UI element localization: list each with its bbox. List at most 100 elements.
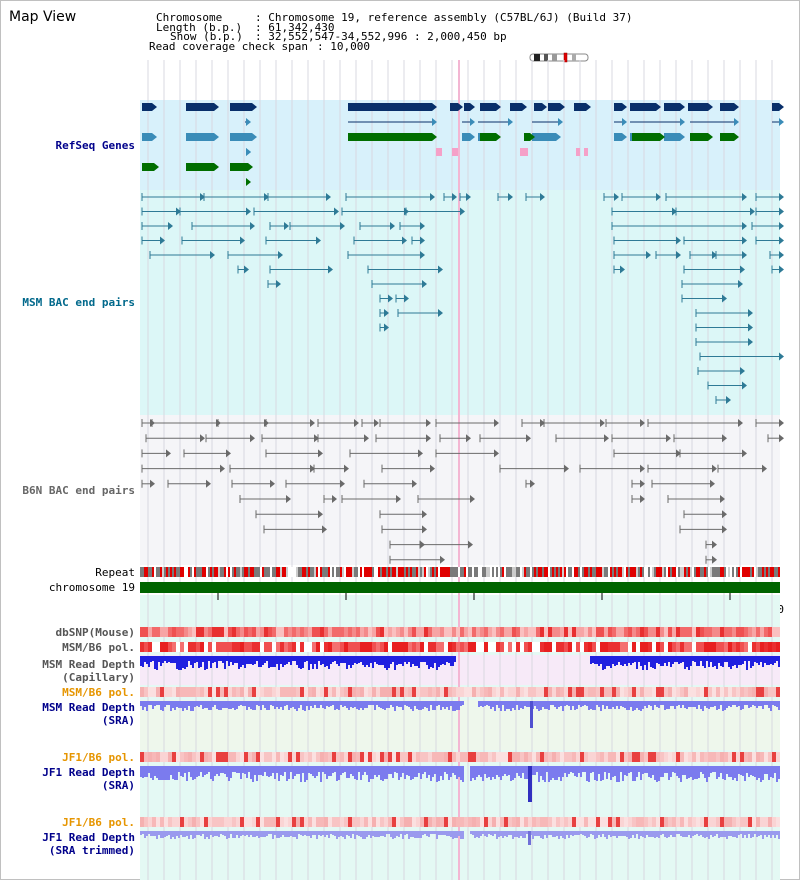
read-depth-bar xyxy=(160,656,162,666)
read-depth-bar xyxy=(310,656,312,664)
bac-end-arrow xyxy=(340,222,345,230)
read-depth-bar xyxy=(150,701,152,705)
read-depth-bar xyxy=(212,831,214,837)
read-depth-bar xyxy=(704,701,706,706)
read-depth-bar xyxy=(640,766,642,780)
polymorphism-heat-cell xyxy=(628,627,632,637)
polymorphism-heat-cell xyxy=(152,642,156,652)
read-depth-bar xyxy=(544,831,546,835)
polymorphism-heat-cell xyxy=(332,627,336,637)
read-depth-bar xyxy=(748,766,750,777)
read-depth-bar xyxy=(514,766,516,778)
read-depth-bar xyxy=(430,766,432,781)
polymorphism-heat-cell xyxy=(436,642,440,652)
polymorphism-heat-cell xyxy=(448,627,452,637)
read-depth-bar xyxy=(632,766,634,781)
read-depth-bar xyxy=(210,701,212,710)
read-depth-bar xyxy=(668,831,670,837)
read-depth-bar xyxy=(510,766,512,781)
read-depth-bar xyxy=(434,831,436,834)
read-depth-bar xyxy=(374,656,376,662)
polymorphism-heat-cell xyxy=(352,687,356,697)
read-depth-bar xyxy=(288,766,290,779)
bac-end-arrow xyxy=(322,525,327,534)
read-depth-bar xyxy=(668,656,670,662)
gene-feature xyxy=(524,133,530,141)
read-depth-bar xyxy=(260,766,262,775)
polymorphism-heat-cell xyxy=(728,687,732,697)
read-depth-bar xyxy=(632,831,634,835)
read-depth-bar xyxy=(152,656,154,661)
polymorphism-heat-cell xyxy=(512,817,516,827)
gene-strand-arrow xyxy=(432,118,437,126)
polymorphism-heat-cell xyxy=(572,627,576,637)
polymorphism-heat-cell xyxy=(460,627,464,637)
polymorphism-heat-cell xyxy=(764,817,768,827)
read-depth-bar xyxy=(570,831,572,835)
bac-end-arrow xyxy=(748,309,753,317)
read-depth-bar xyxy=(700,831,702,835)
read-depth-bar xyxy=(200,831,202,836)
read-depth-bar xyxy=(158,656,160,662)
repeat-element xyxy=(616,567,618,577)
read-depth-bar xyxy=(420,766,422,779)
repeat-element xyxy=(738,567,740,577)
bac-end-arrow xyxy=(160,236,165,245)
read-depth-bar xyxy=(506,766,508,776)
read-depth-bar xyxy=(562,701,564,711)
polymorphism-heat-cell xyxy=(280,627,284,637)
read-depth-bar xyxy=(754,656,756,662)
read-depth-bar xyxy=(442,656,444,664)
read-depth-bar xyxy=(686,766,688,779)
polymorphism-heat-cell xyxy=(324,752,328,762)
read-depth-bar xyxy=(368,656,370,667)
read-depth-bar xyxy=(552,831,554,837)
read-depth-bar xyxy=(568,831,570,838)
read-depth-bar xyxy=(358,701,360,710)
repeat-element xyxy=(468,567,470,577)
polymorphism-heat-cell xyxy=(296,752,300,762)
repeat-element xyxy=(772,567,774,577)
repeat-element xyxy=(694,567,696,577)
repeat-element xyxy=(666,567,668,577)
read-depth-bar xyxy=(574,766,576,776)
polymorphism-heat-cell xyxy=(332,817,336,827)
repeat-element xyxy=(326,567,328,577)
repeat-element xyxy=(564,567,566,577)
read-depth-bar xyxy=(174,766,176,780)
read-depth-bar xyxy=(426,701,428,708)
repeat-element xyxy=(634,567,636,577)
polymorphism-heat-cell xyxy=(148,627,152,637)
read-depth-bar xyxy=(414,766,416,777)
repeat-element xyxy=(670,567,672,577)
msm-read-depth-capillary-label: MSM Read Depth (Capillary) xyxy=(42,658,135,684)
chromosome-ideogram[interactable] xyxy=(528,52,592,64)
bac-end-arrow xyxy=(334,207,339,216)
bac-end-arrow xyxy=(508,193,513,201)
read-depth-bar xyxy=(394,701,396,711)
polymorphism-heat-cell xyxy=(352,817,356,827)
polymorphism-heat-cell xyxy=(140,627,144,637)
read-depth-bar xyxy=(384,766,386,779)
polymorphism-heat-cell xyxy=(316,642,320,652)
repeat-element xyxy=(382,567,384,577)
read-depth-bar xyxy=(730,831,732,836)
read-depth-bar xyxy=(640,701,642,711)
read-depth-bar xyxy=(772,831,774,835)
read-depth-bar xyxy=(206,831,208,837)
polymorphism-heat-cell xyxy=(220,752,224,762)
bac-end-arrow xyxy=(740,367,745,375)
read-depth-bar xyxy=(682,766,684,775)
read-depth-bar xyxy=(378,656,380,665)
read-depth-bar xyxy=(350,656,352,668)
read-depth-bar xyxy=(350,766,352,774)
bac-end-arrow xyxy=(452,193,457,201)
bac-end-arrow xyxy=(742,449,747,458)
read-depth-bar xyxy=(286,656,288,664)
repeat-element xyxy=(432,567,434,577)
polymorphism-heat-cell xyxy=(208,752,212,762)
read-depth-bar xyxy=(306,701,308,706)
read-depth-bar xyxy=(176,831,178,836)
polymorphism-heat-cell xyxy=(204,817,208,827)
